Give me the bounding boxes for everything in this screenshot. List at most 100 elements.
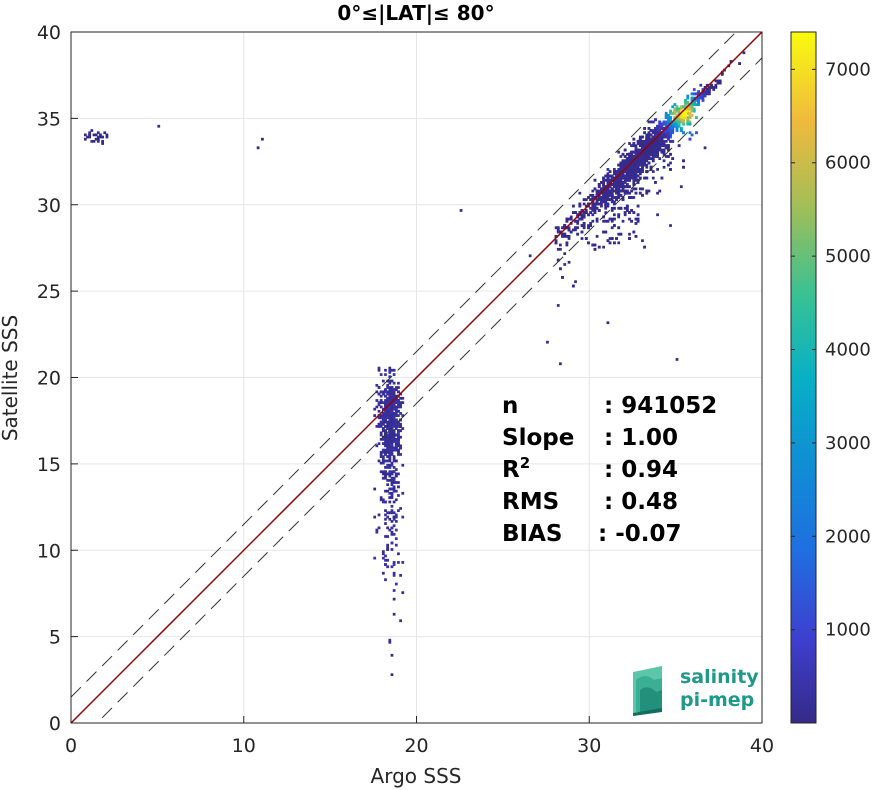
density-cell [636, 161, 640, 165]
density-cell [669, 118, 672, 122]
density-cell [390, 394, 394, 398]
density-cell [673, 124, 677, 128]
density-cell [384, 431, 387, 435]
density-cell [392, 476, 396, 480]
density-cell [679, 116, 683, 119]
y-tick-label: 30 [37, 195, 61, 217]
density-cell [392, 412, 396, 415]
density-cell [675, 107, 679, 111]
density-cell [666, 114, 670, 117]
density-cell [556, 258, 560, 262]
density-cell [699, 96, 703, 100]
density-cell [675, 124, 679, 128]
density-cell [582, 226, 586, 230]
density-cell [388, 412, 392, 415]
density-cell [604, 196, 608, 199]
density-cell [625, 183, 629, 186]
density-cell [697, 92, 700, 96]
density-cell [392, 517, 396, 521]
density-cell [392, 433, 396, 437]
density-cell [645, 157, 649, 161]
density-cell [397, 450, 400, 454]
density-cell [388, 409, 392, 413]
density-cell [686, 111, 690, 115]
density-cell [695, 98, 698, 102]
density-cell [565, 241, 569, 245]
density-cell [643, 127, 646, 130]
density-cell [394, 520, 398, 523]
density-cell [692, 101, 696, 104]
density-cell [390, 409, 394, 413]
density-cell [628, 178, 631, 182]
density-cell [388, 453, 392, 456]
density-cell [619, 161, 623, 165]
density-cell [390, 472, 394, 476]
density-cell [379, 455, 383, 458]
density-cell [647, 157, 651, 161]
density-cell [617, 150, 621, 154]
density-cell [692, 96, 696, 100]
density-cell [625, 174, 629, 178]
density-cell [679, 109, 683, 113]
density-cell [606, 193, 610, 197]
density-cell [401, 591, 405, 595]
density-cell [99, 135, 102, 139]
density-cell [656, 150, 659, 154]
density-cell [563, 263, 567, 266]
density-cell [645, 152, 649, 156]
density-cell [390, 511, 394, 515]
density-cell [401, 491, 405, 495]
density-cell [591, 219, 595, 223]
density-cell [660, 139, 664, 143]
density-cell [384, 412, 387, 415]
density-cell [636, 148, 640, 152]
density-cell [394, 498, 398, 502]
density-cell [381, 472, 385, 476]
density-cell [399, 401, 402, 405]
density-cell [390, 461, 394, 465]
density-cell [656, 124, 659, 128]
density-cell [388, 459, 392, 463]
density-cell [610, 187, 614, 191]
density-cell [597, 191, 601, 195]
density-cell [394, 409, 398, 413]
density-cell [641, 239, 644, 243]
density-cell [388, 371, 392, 374]
density-cell [632, 230, 636, 234]
density-cell [606, 174, 610, 178]
density-cell [386, 386, 390, 389]
density-cell [632, 178, 636, 182]
y-tick-label: 40 [37, 22, 61, 44]
density-cell [708, 92, 711, 96]
density-cell [617, 187, 621, 191]
density-cell [390, 388, 394, 392]
density-cell [606, 180, 610, 184]
density-cell [101, 135, 104, 139]
density-cell [686, 116, 690, 119]
density-cell [662, 165, 666, 169]
density-cell [377, 526, 381, 530]
density-cell [381, 556, 385, 560]
density-cell [384, 388, 387, 392]
density-cell [381, 459, 385, 463]
density-cell [679, 107, 683, 111]
density-cell [392, 407, 396, 411]
density-cell [591, 198, 595, 202]
density-cell [619, 176, 623, 180]
density-cell [628, 142, 631, 145]
stat-label: n [502, 393, 518, 419]
density-cell [686, 103, 690, 107]
density-cell [664, 120, 668, 124]
density-cell [634, 234, 638, 238]
density-cell [600, 202, 603, 206]
density-cell [390, 530, 394, 534]
density-cell [660, 176, 664, 180]
density-cell [571, 228, 575, 232]
density-cell [587, 196, 590, 199]
density-cell [602, 219, 605, 223]
density-cell [390, 368, 394, 372]
density-cell [390, 379, 394, 383]
density-cell [379, 394, 383, 398]
density-cell [401, 396, 405, 400]
density-cell [388, 401, 392, 405]
